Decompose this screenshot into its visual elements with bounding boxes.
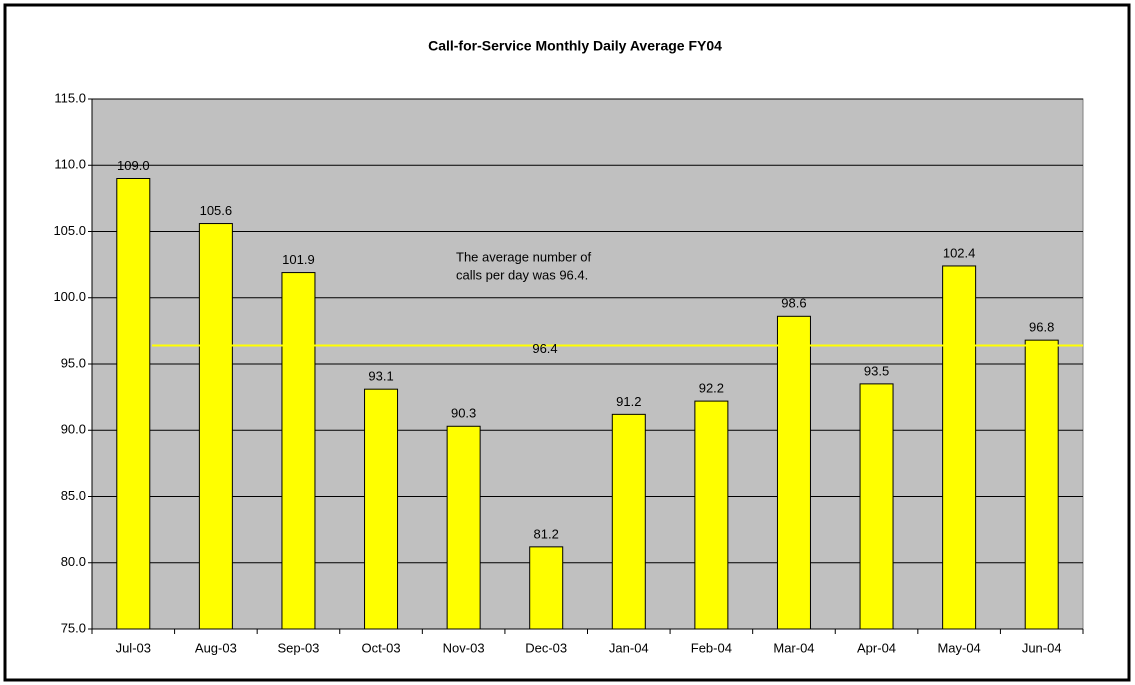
x-tick-label: May-04 (937, 640, 980, 655)
x-tick-label: Feb-04 (691, 640, 732, 655)
x-tick-label: Jul-03 (116, 640, 151, 655)
bar (529, 546, 564, 630)
y-tick-label: 105.0 (53, 223, 86, 238)
annotation: calls per day was 96.4. (456, 267, 588, 282)
bar (116, 178, 151, 630)
bar (694, 400, 729, 630)
y-tick-label: 85.0 (61, 488, 86, 503)
bar (446, 425, 481, 630)
average-label: 96.4 (532, 341, 557, 356)
value-label: 91.2 (616, 394, 641, 409)
x-tick-label: Sep-03 (277, 640, 319, 655)
bar (364, 388, 399, 630)
value-label: 93.1 (368, 369, 393, 384)
bar (281, 272, 316, 630)
y-tick-label: 115.0 (54, 90, 86, 105)
x-tick-label: Nov-03 (443, 640, 485, 655)
value-label: 101.9 (282, 252, 315, 267)
value-label: 81.2 (534, 526, 559, 541)
value-label: 98.6 (781, 296, 806, 311)
value-label: 93.5 (864, 363, 889, 378)
value-label: 109.0 (117, 158, 150, 173)
y-tick-label: 90.0 (61, 422, 86, 437)
bar (611, 413, 646, 630)
y-tick-label: 80.0 (61, 554, 86, 569)
x-tick-label: Aug-03 (195, 640, 237, 655)
x-tick-label: Oct-03 (362, 640, 401, 655)
bar (198, 223, 233, 630)
value-label: 92.2 (699, 381, 724, 396)
bar (776, 315, 811, 630)
bar (859, 383, 894, 630)
value-label: 105.6 (200, 203, 233, 218)
value-label: 96.8 (1029, 320, 1054, 335)
x-tick-label: Jan-04 (609, 640, 649, 655)
y-tick-label: 100.0 (53, 289, 86, 304)
x-tick-label: Mar-04 (773, 640, 814, 655)
value-label: 102.4 (943, 245, 976, 260)
bar (942, 265, 977, 630)
annotation: The average number of (456, 249, 592, 264)
y-tick-label: 110.0 (54, 157, 86, 172)
x-tick-label: Dec-03 (525, 640, 567, 655)
x-tick-label: Apr-04 (857, 640, 896, 655)
x-tick-label: Jun-04 (1022, 640, 1062, 655)
y-tick-label: 75.0 (61, 620, 86, 635)
chart-title: Call-for-Service Monthly Daily Average F… (428, 38, 722, 54)
y-tick-label: 95.0 (61, 355, 86, 370)
bar (1024, 339, 1059, 630)
value-label: 90.3 (451, 406, 476, 421)
